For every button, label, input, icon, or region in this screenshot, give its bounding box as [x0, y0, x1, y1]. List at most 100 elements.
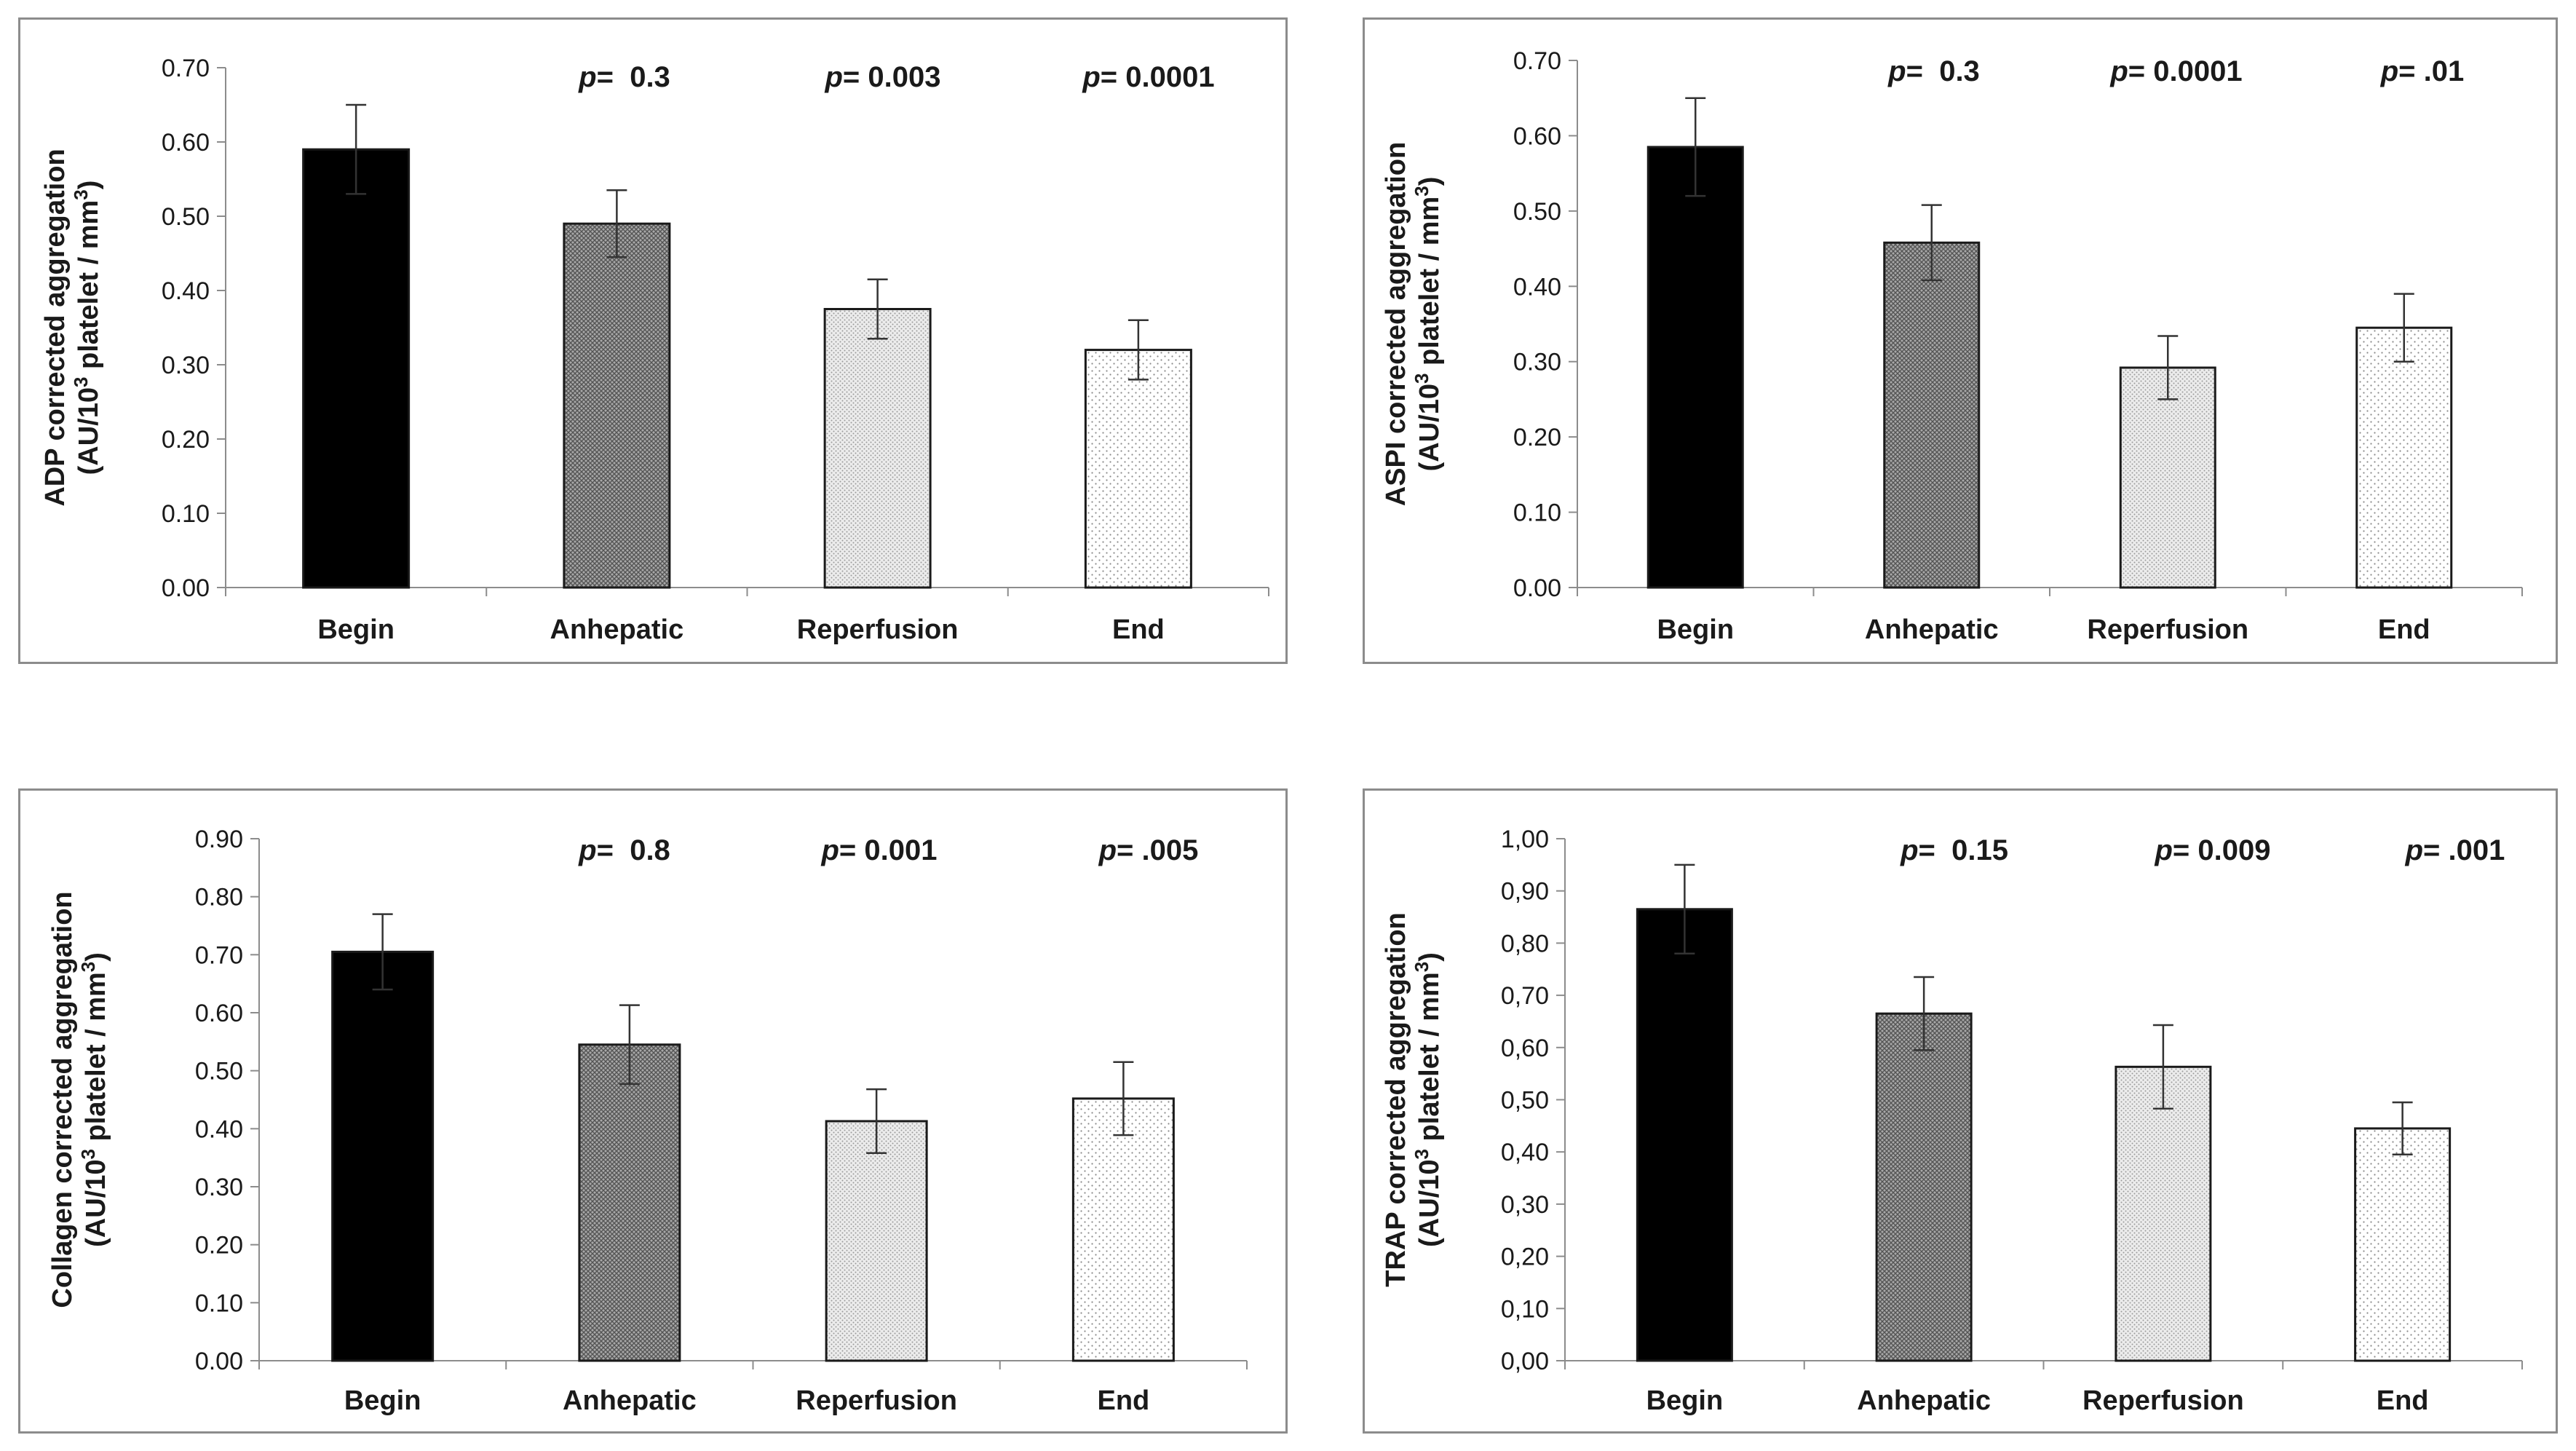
category-label-begin: Begin	[317, 614, 395, 645]
chart-svg-trap: 0,00 0,10 0,20 0,30 0,40 0,50 0,60 0,70 0,80 0,90…	[1381, 826, 2523, 1416]
y-tick-label: 0.40	[162, 277, 210, 305]
bar-end	[1071, 1097, 1175, 1362]
bar-reperfusion	[823, 308, 932, 589]
y-axis-label: ADP corrected aggregation (AU/103 platele…	[40, 149, 104, 506]
y-tick-label: 0,00	[1501, 1348, 1549, 1375]
bar-end	[1084, 349, 1192, 589]
category-label-anhepatic: Anhepatic	[550, 614, 684, 645]
y-axis-label: ASPI corrected aggregation (AU/103 platel…	[1381, 142, 1445, 506]
p-value-label: p= 0.003	[824, 61, 940, 93]
y-tick-label: 0,50	[1501, 1087, 1549, 1115]
y-tick-label: 0.60	[195, 1000, 243, 1027]
y-tick-label: 0,60	[1501, 1035, 1549, 1062]
y-tick-label: 0.70	[195, 941, 243, 969]
bar-end	[2354, 1127, 2452, 1362]
y-axis-label: TRAP corrected aggregation (AU/103 platel…	[1381, 912, 1445, 1287]
bar-anhepatic	[1883, 241, 1981, 589]
chart-svg-aspi: 0.00 0.10 0.20 0.30 0.40 0.50 0.60 0.70 Begin Anh…	[1381, 47, 2523, 645]
y-axis-label-line2: (AU/103 platelet / mm3)	[1411, 952, 1445, 1247]
y-tick-label: 0.40	[1513, 273, 1561, 301]
chart-panel-trap: 0,00 0,10 0,20 0,30 0,40 0,50 0,60 0,70 0,80 0,90…	[1363, 788, 2558, 1434]
y-axis-label-line1: ADP corrected aggregation	[40, 149, 71, 506]
p-value-label: p= 0.009	[2154, 834, 2270, 866]
p-value-label: p= 0.0001	[2109, 55, 2242, 87]
category-label-anhepatic: Anhepatic	[563, 1385, 697, 1416]
y-tick-label: 0.80	[195, 884, 243, 912]
y-tick-label: 0.90	[195, 826, 243, 853]
y-axis-label-line2: (AU/103 platelet / mm3)	[77, 952, 111, 1247]
category-label-reperfusion: Reperfusion	[2087, 614, 2248, 645]
category-label-reperfusion: Reperfusion	[797, 614, 959, 645]
y-tick-label: 0,20	[1501, 1244, 1549, 1271]
y-tick-label: 0.00	[162, 574, 210, 602]
p-value-label: p= 0.15	[1900, 834, 2008, 866]
y-tick-label: 0.60	[1513, 122, 1561, 150]
chart-svg-collagen: 0.00 0.10 0.20 0.30 0.40 0.50 0.60 0.70 0.80 0.90…	[47, 826, 1248, 1416]
y-tick-label: 0,10	[1501, 1295, 1549, 1323]
y-tick-label: 0.20	[1513, 424, 1561, 451]
y-tick-label: 0,40	[1501, 1139, 1549, 1166]
y-tick-label: 0.70	[1513, 47, 1561, 75]
p-value-label: p= .005	[1098, 834, 1199, 866]
y-tick-label: 0.00	[1513, 574, 1561, 602]
chart-panel-collagen: 0.00 0.10 0.20 0.30 0.40 0.50 0.60 0.70 0.80 0.90…	[18, 788, 1288, 1434]
category-label-end: End	[2377, 1385, 2429, 1416]
category-label-end: End	[2378, 614, 2430, 645]
y-tick-label: 0.00	[195, 1348, 243, 1375]
bar-anhepatic	[563, 222, 671, 589]
y-axis-label-line2: (AU/103 platelet / mm3)	[1411, 177, 1445, 472]
y-tick-label: 0,70	[1501, 982, 1549, 1010]
y-tick-label: 0.30	[162, 352, 210, 379]
y-tick-label: 0.50	[162, 203, 210, 231]
p-value-label: p= 0.8	[578, 834, 670, 866]
p-value-label: p= .001	[2405, 834, 2505, 866]
y-tick-label: 0.10	[1513, 499, 1561, 527]
bar-reperfusion	[2119, 366, 2216, 589]
category-label-reperfusion: Reperfusion	[2082, 1385, 2244, 1416]
y-tick-label: 0.10	[162, 500, 210, 528]
category-label-begin: Begin	[1646, 1385, 1724, 1416]
y-tick-label: 0.20	[195, 1232, 243, 1260]
bar-begin	[331, 950, 435, 1362]
bar-anhepatic	[578, 1043, 681, 1362]
y-axis-label-line2: (AU/103 platelet / mm3)	[70, 181, 104, 475]
y-tick-label: 0.30	[1513, 349, 1561, 376]
y-tick-label: 0.50	[1513, 198, 1561, 226]
y-tick-label: 0,90	[1501, 878, 1549, 906]
y-axis-label-line1: Collagen corrected aggregation	[47, 891, 78, 1308]
category-label-anhepatic: Anhepatic	[1857, 1385, 1991, 1416]
category-label-begin: Begin	[1657, 614, 1734, 645]
bar-anhepatic	[1875, 1012, 1973, 1362]
chart-panel-aspi: 0.00 0.10 0.20 0.30 0.40 0.50 0.60 0.70 Begin Anh…	[1363, 17, 2558, 664]
category-label-end: End	[1112, 614, 1165, 645]
category-label-anhepatic: Anhepatic	[1865, 614, 1999, 645]
bar-end	[2355, 326, 2453, 589]
y-tick-label: 0.70	[162, 55, 210, 82]
p-value-label: p= 0.0001	[1082, 61, 1214, 93]
p-value-label: p= 0.3	[1887, 55, 1980, 87]
p-value-label: p= 0.3	[578, 61, 670, 93]
category-label-begin: Begin	[344, 1385, 421, 1416]
y-tick-label: 0.60	[162, 129, 210, 157]
y-tick-label: 0,80	[1501, 930, 1549, 957]
y-tick-label: 0,30	[1501, 1191, 1549, 1219]
y-tick-label: 1,00	[1501, 826, 1549, 853]
y-tick-label: 0.50	[195, 1058, 243, 1086]
bar-reperfusion	[825, 1120, 928, 1362]
y-tick-label: 0.40	[195, 1115, 243, 1143]
bar-reperfusion	[2115, 1065, 2212, 1362]
y-tick-label: 0.20	[162, 426, 210, 454]
y-axis-label: Collagen corrected aggregation (AU/103 pl…	[47, 891, 111, 1308]
chart-svg-adp: 0.00 0.10 0.20 0.30 0.40 0.50 0.60 0.70 Begin Anh…	[40, 55, 1269, 645]
chart-panel-adp: 0.00 0.10 0.20 0.30 0.40 0.50 0.60 0.70 Begin Anh…	[18, 17, 1288, 664]
category-label-reperfusion: Reperfusion	[796, 1385, 957, 1416]
y-axis-label-line1: ASPI corrected aggregation	[1381, 142, 1411, 506]
y-tick-label: 0.10	[195, 1289, 243, 1317]
bar-begin	[1636, 908, 1733, 1362]
p-value-label: p= .01	[2380, 55, 2465, 87]
y-tick-label: 0.30	[195, 1174, 243, 1201]
category-label-end: End	[1097, 1385, 1149, 1416]
y-axis-label-line1: TRAP corrected aggregation	[1381, 912, 1411, 1287]
p-value-label: p= 0.001	[820, 834, 937, 866]
bar-begin	[1646, 146, 1744, 589]
